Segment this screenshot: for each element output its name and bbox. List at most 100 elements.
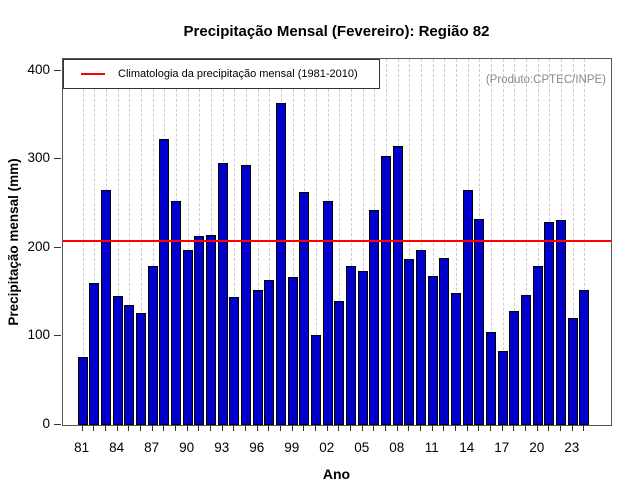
x-tick xyxy=(140,425,142,431)
x-tick-label: 05 xyxy=(354,440,370,455)
x-tick-label: 11 xyxy=(424,440,439,455)
x-tick xyxy=(466,425,468,431)
x-tick xyxy=(385,425,387,431)
chart-title: Precipitação Mensal (Fevereiro): Região … xyxy=(183,23,490,40)
bar-2013 xyxy=(451,293,462,425)
y-tick xyxy=(54,69,61,71)
x-tick xyxy=(93,425,95,431)
bar-1981 xyxy=(77,357,88,425)
product-annotation: (Produto:CPTEC/INPE) xyxy=(485,74,606,86)
x-tick xyxy=(221,425,223,431)
x-tick xyxy=(303,425,305,431)
x-tick xyxy=(326,425,328,431)
bar-2017 xyxy=(497,351,508,425)
x-tick-label: 93 xyxy=(214,440,230,455)
x-tick-label: 90 xyxy=(179,440,195,455)
x-tick xyxy=(315,425,317,431)
x-tick xyxy=(210,425,212,431)
bar-2008 xyxy=(392,146,403,425)
gridline xyxy=(129,59,131,425)
gridline xyxy=(316,59,318,425)
x-tick xyxy=(163,425,165,431)
x-tick xyxy=(256,425,258,431)
bar-2011 xyxy=(427,276,438,425)
gridline xyxy=(94,59,96,425)
y-tick-label: 200 xyxy=(27,238,50,254)
x-tick xyxy=(490,425,492,431)
bar-1990 xyxy=(182,250,193,425)
y-tick xyxy=(54,424,61,425)
x-tick xyxy=(268,425,270,431)
gridline xyxy=(117,59,119,425)
bar-2006 xyxy=(369,210,380,425)
x-tick xyxy=(280,425,282,431)
x-tick xyxy=(128,425,130,431)
x-tick xyxy=(536,425,538,431)
x-tick xyxy=(560,425,562,431)
y-tick xyxy=(54,158,61,160)
x-tick xyxy=(361,425,363,431)
x-tick xyxy=(175,425,177,431)
x-tick-label: 02 xyxy=(319,440,335,455)
x-tick xyxy=(186,425,188,431)
x-tick xyxy=(548,425,550,431)
bar-2024 xyxy=(579,290,590,425)
bar-2005 xyxy=(357,271,368,425)
gridline xyxy=(572,59,574,425)
bar-2004 xyxy=(346,266,357,425)
gridline xyxy=(502,59,504,425)
bar-2018 xyxy=(509,311,520,425)
gridline xyxy=(339,59,341,425)
gridline xyxy=(584,59,586,425)
bar-2016 xyxy=(486,332,497,425)
x-tick xyxy=(245,425,247,431)
gridline xyxy=(351,59,353,425)
gridline xyxy=(537,59,539,425)
x-tick xyxy=(478,425,480,431)
x-tick-label: 20 xyxy=(529,440,545,455)
gridline xyxy=(514,59,516,425)
x-tick xyxy=(291,425,293,431)
y-tick-label: 400 xyxy=(27,61,50,77)
x-tick-label: 96 xyxy=(249,440,265,455)
bar-2012 xyxy=(439,258,450,425)
gridline xyxy=(409,59,411,425)
gridline xyxy=(257,59,259,425)
bar-2002 xyxy=(322,201,333,425)
x-axis-title: Ano xyxy=(322,466,351,482)
bar-2001 xyxy=(311,335,322,425)
bar-2000 xyxy=(299,192,310,425)
bar-1991 xyxy=(194,236,205,425)
x-tick xyxy=(116,425,118,431)
x-tick xyxy=(420,425,422,431)
bar-2010 xyxy=(416,250,427,425)
x-tick xyxy=(198,425,200,431)
gridline xyxy=(456,59,458,425)
x-tick xyxy=(373,425,375,431)
bar-1986 xyxy=(136,313,147,425)
bar-1995 xyxy=(241,165,252,425)
bar-1994 xyxy=(229,297,240,425)
x-tick xyxy=(525,425,527,431)
bar-1982 xyxy=(89,283,100,425)
x-tick xyxy=(513,425,515,431)
bar-1999 xyxy=(287,277,298,425)
gridline xyxy=(152,59,154,425)
legend-label: Climatologia da precipitação mensal (198… xyxy=(118,68,358,80)
bar-1997 xyxy=(264,280,275,425)
y-tick xyxy=(54,335,61,337)
x-tick-label: 87 xyxy=(144,440,160,455)
bar-1989 xyxy=(171,201,182,425)
gridline xyxy=(421,59,423,425)
bar-1984 xyxy=(112,296,123,425)
x-tick-label: 84 xyxy=(109,440,125,455)
x-tick xyxy=(443,425,445,431)
gridline xyxy=(491,59,493,425)
y-tick xyxy=(54,246,61,248)
x-tick xyxy=(396,425,398,431)
x-tick xyxy=(338,425,340,431)
bar-2022 xyxy=(556,220,567,425)
x-tick xyxy=(571,425,573,431)
plot-area: Climatologia da precipitação mensal (198… xyxy=(62,58,612,426)
